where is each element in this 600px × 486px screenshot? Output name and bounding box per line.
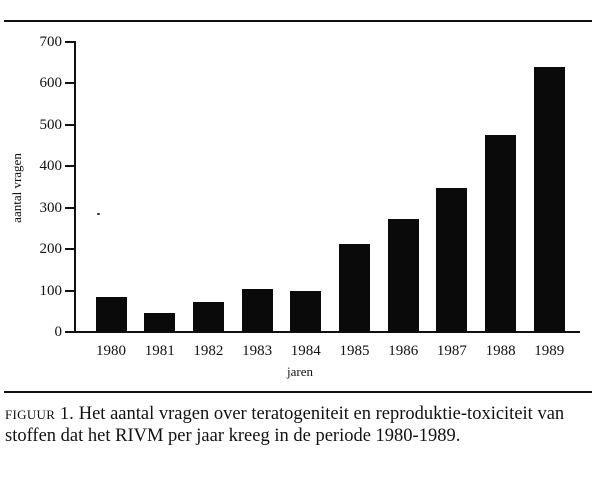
x-tick-label: 1985 — [339, 343, 370, 359]
y-tick-label: 0 — [54, 324, 63, 340]
bar-1980 — [95, 297, 127, 332]
bar-1985 — [339, 244, 370, 332]
y-tick-mark — [65, 289, 75, 292]
caption-label: figuur 1. — [5, 403, 75, 423]
y-tick-mark — [65, 206, 75, 209]
y-tick-mark — [65, 248, 75, 251]
y-axis-label: aantal vragen — [9, 153, 24, 223]
x-axis — [66, 331, 580, 333]
y-tick-label: 700 — [39, 34, 63, 50]
y-tick-label: 100 — [39, 282, 63, 299]
y-tick-mark — [65, 82, 75, 85]
y-tick-label: 400 — [39, 158, 63, 175]
y-tick-mark — [65, 123, 75, 126]
caption-text: Het aantal vragen over teratogeniteit en… — [5, 404, 565, 446]
y-tick-mark — [65, 165, 75, 168]
bar-1986 — [387, 219, 419, 332]
x-tick-label: 1984 — [290, 343, 321, 359]
scan-speck — [97, 213, 100, 215]
x-tick-label: 1988 — [485, 343, 516, 359]
x-tick-label: 1989 — [534, 343, 565, 359]
y-tick-label: 300 — [39, 199, 63, 216]
y-tick-mark — [65, 331, 75, 333]
y-tick-mark — [65, 41, 75, 43]
y-tick-label: 500 — [39, 116, 63, 133]
x-axis-label: jaren — [287, 364, 313, 379]
figure-caption: figuur 1. Het aantal vragen over teratog… — [5, 402, 595, 447]
bar-chart: aantal vragen 0 100 200 300 400 500 600 700 198… — [9, 34, 580, 379]
x-tick-label: 1982 — [193, 343, 224, 359]
bar-1984 — [290, 291, 322, 332]
bar-1982 — [192, 302, 224, 332]
x-tick-label: 1987 — [436, 343, 467, 359]
bottom-rule — [4, 391, 592, 393]
x-tick-label: 1980 — [96, 343, 126, 359]
x-tick-label: 1986 — [388, 343, 419, 359]
top-rule — [4, 20, 592, 22]
bar-1988 — [485, 135, 517, 332]
x-tick-label: 1981 — [144, 343, 175, 359]
x-tick-label: 1983 — [242, 343, 273, 359]
bar-1981 — [144, 313, 176, 332]
bar-1987 — [436, 188, 468, 332]
y-axis — [74, 41, 76, 333]
y-tick-label: 200 — [39, 241, 63, 258]
bar-1989 — [533, 66, 565, 332]
bar-1983 — [241, 288, 273, 332]
y-tick-label: 600 — [39, 75, 63, 92]
